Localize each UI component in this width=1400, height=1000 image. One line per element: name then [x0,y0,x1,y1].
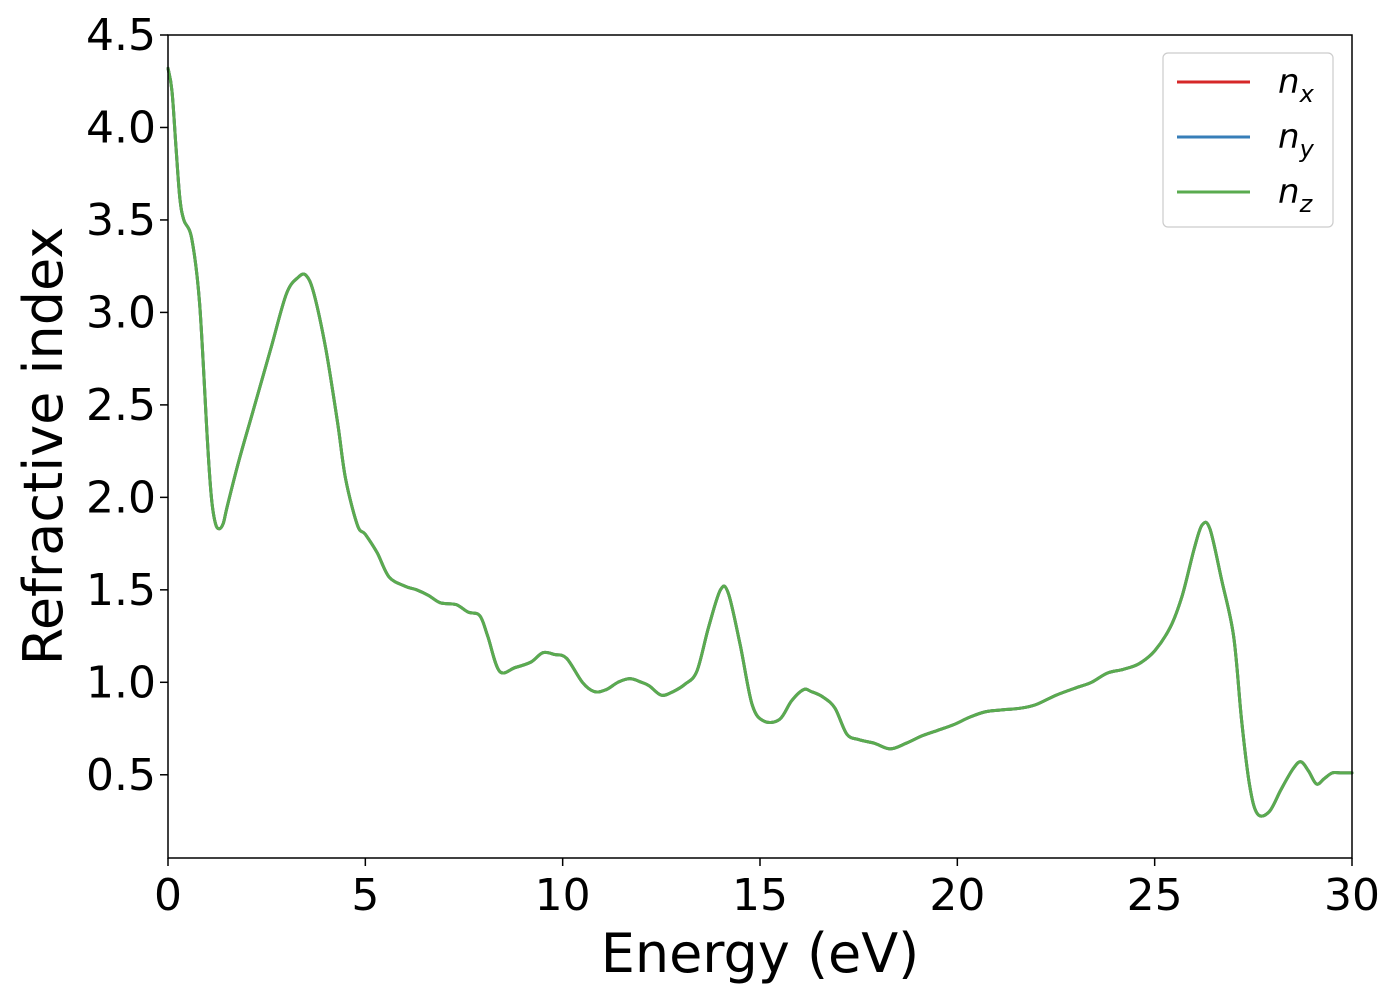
legend-label-n-x: nx [1278,62,1315,108]
y-axis-title: Refractive index [12,227,75,666]
x-tick-label: 0 [154,870,182,921]
y-tick-label: 2.5 [86,380,156,431]
x-axis-title: Energy (eV) [601,922,920,985]
x-tick-label: 25 [1127,870,1183,921]
x-tick-label: 5 [351,870,379,921]
y-tick-label: 3.5 [86,195,156,246]
y-tick-label: 2.0 [86,472,156,523]
x-tick-label: 10 [535,870,591,921]
y-tick-label: 1.0 [86,657,156,708]
y-tick-label: 0.5 [86,750,156,801]
legend-label-n-y: ny [1278,117,1315,163]
x-tick-label: 30 [1324,870,1380,921]
y-tick-label: 1.5 [86,565,156,616]
series-layer [166,66,1354,818]
x-tick-label: 20 [929,870,985,921]
y-tick-label: 4.5 [86,10,156,61]
y-tick-label: 3.0 [86,287,156,338]
tick-layer: 0 5 10 15 20 25 30 0.5 1.0 1.5 2.0 2.5 3.0 3.5 4.0 4.5 [86,10,1380,921]
legend-label-n-z: nz [1278,172,1314,218]
legend-box [1162,52,1334,228]
series-line-n-z [166,66,1354,818]
x-tick-label: 15 [732,870,788,921]
legend: nx ny nz [1162,52,1334,228]
y-tick-label: 4.0 [86,102,156,153]
